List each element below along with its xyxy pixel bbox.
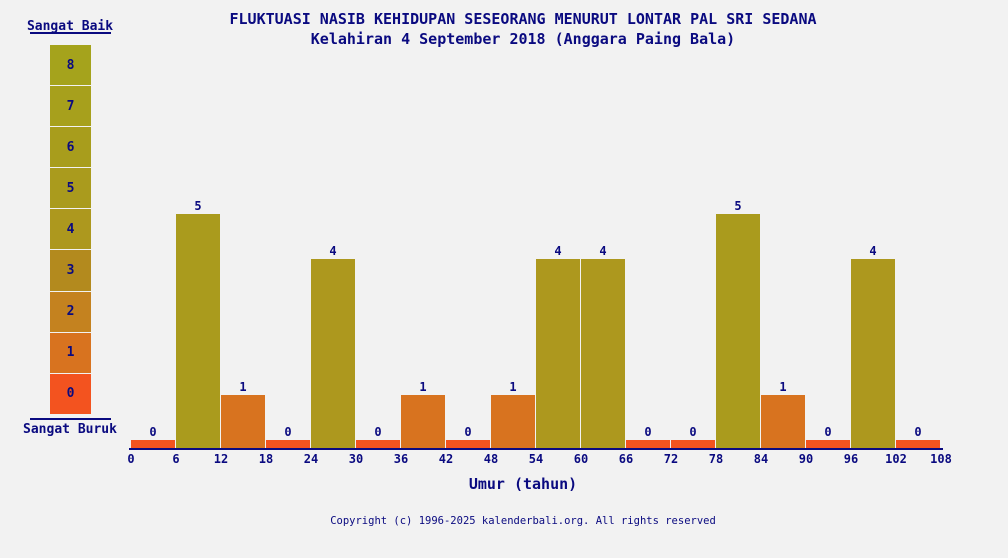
bar-value-label: 0 (914, 425, 922, 439)
x-axis-tick-72: 72 (663, 452, 679, 466)
x-axis-tick-30: 30 (348, 452, 364, 466)
bar-age-12-18 (221, 394, 265, 448)
bar-value-label: 1 (509, 379, 517, 394)
bar-age-66-72 (626, 440, 670, 448)
chart-subtitle: Kelahiran 4 September 2018 (Anggara Pain… (310, 30, 736, 48)
legend-top-divider (30, 32, 111, 34)
bar-value-label: 4 (869, 244, 877, 259)
bar-age-6-12 (176, 214, 220, 448)
bar-value-label: 0 (464, 425, 472, 439)
legend-top-label: Sangat Baik (26, 19, 114, 34)
x-axis-line (129, 448, 943, 450)
legend-cell-4: 4 (50, 209, 91, 250)
bar-value-label: 0 (824, 425, 832, 439)
bar-value-label: 1 (779, 379, 787, 394)
bar-age-0-6 (131, 440, 175, 448)
x-axis-tick-90: 90 (798, 452, 814, 466)
legend-bottom-label: Sangat Buruk (23, 422, 117, 437)
legend-cell-8: 8 (50, 45, 91, 86)
copyright-footer: Copyright (c) 1996-2025 kalenderbali.org… (330, 515, 716, 527)
bar-age-42-48 (446, 440, 490, 448)
bar-age-78-84 (716, 214, 760, 448)
x-axis-tick-6: 6 (172, 452, 180, 466)
bar-age-72-78 (671, 440, 715, 448)
legend-cell-0: 0 (50, 373, 91, 414)
bar-age-84-90 (761, 394, 805, 448)
x-axis-tick-102: 102 (885, 452, 907, 466)
x-axis-tick-42: 42 (438, 452, 454, 466)
x-axis-tick-12: 12 (213, 452, 229, 466)
bar-value-label: 5 (734, 199, 742, 213)
bar-age-60-66 (581, 259, 625, 448)
x-axis-tick-54: 54 (528, 452, 544, 466)
bar-age-36-42 (401, 394, 445, 448)
legend-cell-1: 1 (50, 332, 91, 373)
x-axis-label: Umur (tahun) (468, 475, 578, 493)
bar-value-label: 4 (329, 244, 337, 259)
bar-value-label: 1 (239, 379, 247, 394)
x-axis-tick-60: 60 (573, 452, 589, 466)
bar-value-label: 4 (554, 244, 562, 259)
legend-bottom-divider (30, 418, 111, 420)
bar-age-90-96 (806, 440, 850, 448)
bar-age-96-102 (851, 259, 895, 448)
bar-value-label: 0 (374, 425, 382, 439)
x-axis-tick-0: 0 (127, 452, 135, 466)
chart-header: FLUKTUASI NASIB KEHIDUPAN SESEORANG MENU… (38, 9, 1008, 49)
bar-value-label: 0 (149, 425, 157, 439)
x-axis-tick-18: 18 (258, 452, 274, 466)
x-axis-tick-48: 48 (483, 452, 499, 466)
bar-value-label: 0 (689, 425, 697, 439)
bar-value-label: 0 (644, 425, 652, 439)
bar-age-18-24 (266, 440, 310, 448)
bar-age-30-36 (356, 440, 400, 448)
bar-age-102-108 (896, 440, 940, 448)
legend-cell-5: 5 (50, 168, 91, 209)
x-axis-tick-78: 78 (708, 452, 724, 466)
x-axis-tick-24: 24 (303, 452, 319, 466)
bar-value-label: 0 (284, 425, 292, 439)
x-axis-tick-36: 36 (393, 452, 409, 466)
bar-age-24-30 (311, 259, 355, 448)
x-axis-tick-66: 66 (618, 452, 634, 466)
legend-cell-2: 2 (50, 291, 91, 332)
x-axis-tick-96: 96 (843, 452, 859, 466)
bar-value-label: 4 (599, 244, 607, 259)
bar-value-label: 1 (419, 379, 427, 394)
legend-cell-6: 6 (50, 127, 91, 168)
bar-value-label: 5 (194, 199, 202, 213)
x-axis-tick-108: 108 (930, 452, 952, 466)
legend-cell-3: 3 (50, 250, 91, 291)
legend-cell-7: 7 (50, 86, 91, 127)
bar-age-48-54 (491, 394, 535, 448)
bar-age-54-60 (536, 259, 580, 448)
chart-title: FLUKTUASI NASIB KEHIDUPAN SESEORANG MENU… (229, 10, 817, 28)
x-axis-tick-84: 84 (753, 452, 769, 466)
